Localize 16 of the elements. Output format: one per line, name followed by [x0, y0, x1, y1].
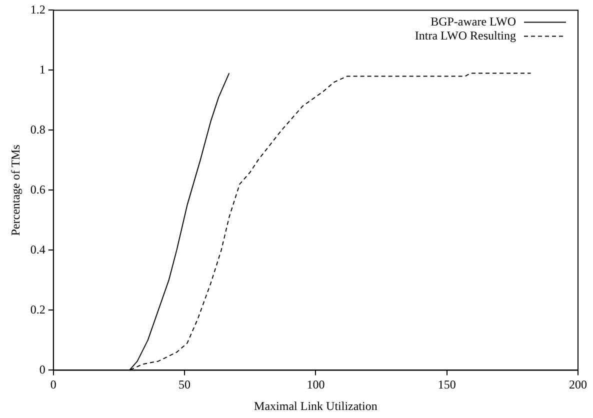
y-tick-label: 0: [39, 362, 46, 376]
y-tick-label: 0.6: [30, 182, 46, 196]
y-tick-label: 0.8: [30, 122, 46, 136]
y-tick-label: 0.4: [30, 242, 46, 256]
x-tick-label: 200: [569, 378, 587, 392]
x-tick-label: 0: [50, 378, 56, 392]
x-tick-label: 50: [178, 378, 191, 392]
y-tick-label: 1: [39, 62, 46, 76]
x-tick-label: 100: [306, 378, 325, 392]
y-tick-label: 0.2: [30, 302, 46, 316]
legend-label: BGP-aware LWO: [430, 14, 516, 28]
y-tick-label: 1.2: [30, 2, 46, 16]
legend-label: Intra LWO Resulting: [414, 28, 516, 42]
x-tick-label: 150: [438, 378, 456, 392]
y-axis-title: Percentage of TMs: [8, 144, 22, 236]
x-axis-title: Maximal Link Utilization: [254, 398, 378, 413]
